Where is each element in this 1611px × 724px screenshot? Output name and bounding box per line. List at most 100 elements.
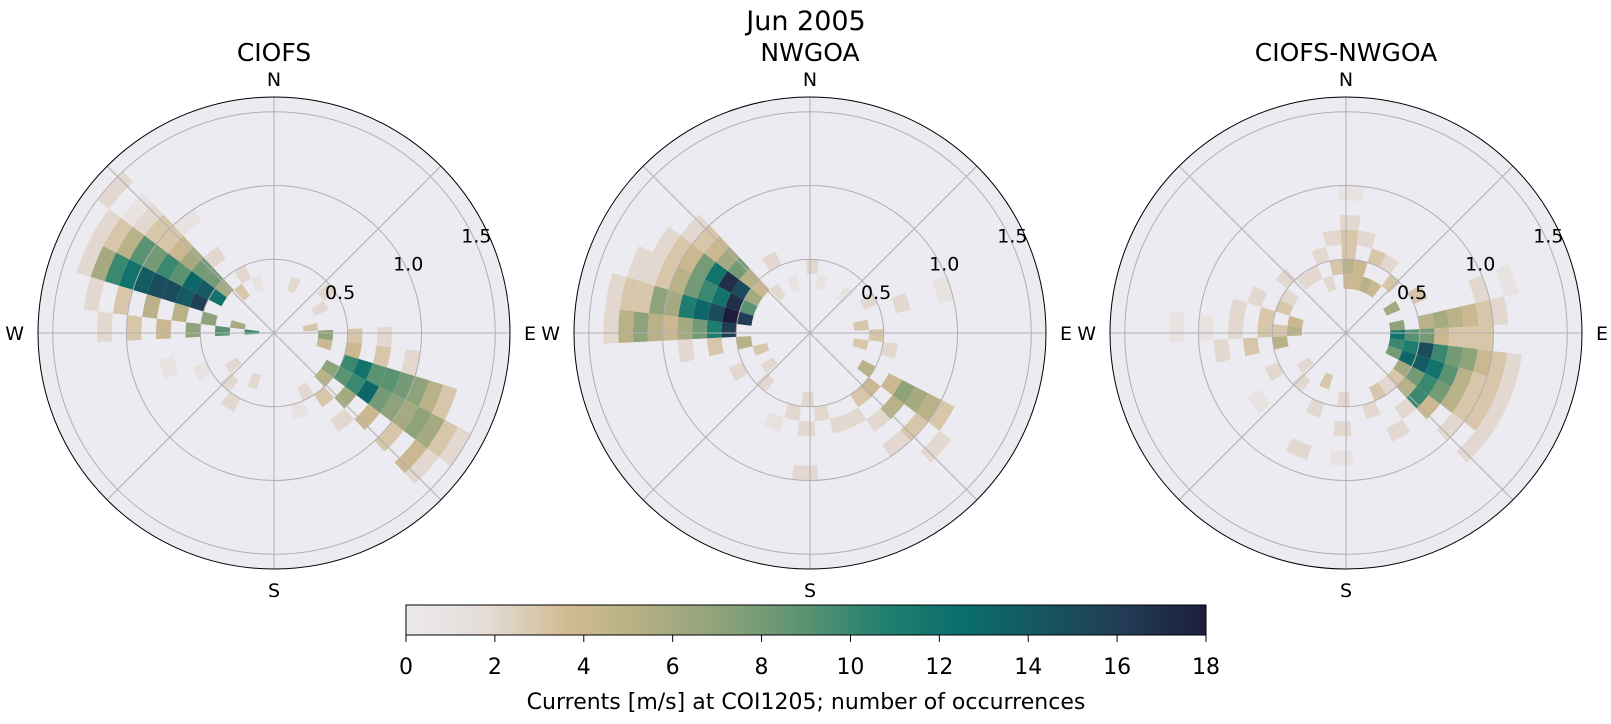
polar-cell: [311, 300, 329, 316]
polar-cell: [1369, 382, 1387, 401]
polar-cell: [677, 316, 693, 340]
polar-cell: [380, 393, 406, 422]
polar-cell: [853, 319, 869, 331]
polar-cell: [1383, 300, 1401, 316]
polar-cell: [736, 336, 753, 350]
colorbar-tick-label: 8: [755, 655, 769, 680]
polar-cell: [769, 283, 786, 301]
polar-cell: [379, 367, 401, 394]
polar-cell: [1275, 299, 1294, 316]
polar-cell: [692, 225, 720, 254]
polar-cell: [1398, 350, 1417, 367]
polar-cell: [374, 421, 404, 452]
angular-gridline: [1178, 332, 1347, 501]
polar-cell: [1489, 296, 1509, 326]
polar-cell: [1275, 268, 1296, 289]
polar-cell: [880, 395, 905, 420]
polar-cell: [891, 292, 911, 314]
polar-cell: [706, 337, 724, 357]
polar-cell: [1490, 380, 1516, 414]
polar-cell: [344, 373, 366, 396]
polar-cell: [763, 411, 785, 432]
polar-cell: [866, 408, 891, 432]
polar-cell: [1416, 395, 1441, 420]
angular-gridline: [642, 165, 811, 334]
polar-cell: [1385, 345, 1403, 360]
polar-cell: [801, 391, 814, 407]
polar-cell: [1402, 340, 1420, 355]
polar-cell: [1388, 338, 1405, 351]
polar-cell: [365, 363, 387, 387]
polar-cell: [707, 302, 726, 323]
polar-cell: [1389, 319, 1405, 331]
polar-cell: [1333, 420, 1352, 437]
colorbar-gradient: [405, 604, 1207, 636]
colorbar-ticks: 0 2 4 6 8 10 12 14 16 18: [399, 635, 1220, 680]
polar-cell: [332, 366, 353, 387]
polar-cell: [706, 320, 723, 339]
polar-cell: [314, 386, 335, 408]
polar-cell: [786, 275, 801, 293]
polar-cell: [224, 357, 242, 374]
polar-cell: [1495, 263, 1519, 297]
colorbar-tick-label: 2: [488, 655, 502, 680]
polar-cell: [1362, 400, 1381, 420]
polar-cell: [400, 349, 421, 377]
polar-cell: [344, 341, 362, 359]
polar-cell: [1247, 389, 1271, 414]
polar-cell: [233, 265, 251, 284]
polar-cell: [182, 270, 204, 293]
direction-label-n: N: [267, 69, 281, 91]
polar-cell: [1446, 306, 1464, 328]
polar-panels: CIOFS0.51.01.5NESWNWGOA0.51.01.5NESWCIOF…: [5, 38, 1608, 602]
polar-cell: [1329, 259, 1343, 276]
radial-tick-label: 1.0: [393, 254, 423, 276]
polar-cell: [1477, 376, 1502, 407]
direction-label-n: N: [1339, 69, 1353, 91]
angular-gridline: [273, 332, 442, 501]
polar-cell: [175, 286, 196, 308]
polar-cell: [1437, 363, 1459, 387]
polar-cell: [626, 245, 653, 282]
polar-cell: [118, 259, 143, 290]
polar-cell: [1417, 313, 1435, 330]
polar-cell: [647, 313, 664, 342]
polar-cell: [1272, 324, 1288, 337]
polar-cell: [97, 171, 134, 209]
polar-panel-3: CIOFS-NWGOA 0.5 1.0 1.5 N E S W: [1077, 38, 1608, 602]
polar-cell: [1428, 379, 1452, 405]
polar-cell: [1358, 276, 1373, 294]
polar-cell: [297, 382, 315, 401]
polar-cell: [431, 384, 458, 421]
polar-cell: [739, 299, 758, 316]
polar-cell: [1386, 419, 1411, 442]
polar-cell: [321, 359, 340, 378]
polar-cell: [90, 245, 117, 282]
polar-cell: [736, 311, 754, 326]
angular-gridline: [642, 332, 811, 501]
polar-cell: [290, 400, 309, 420]
polar-cell: [142, 244, 168, 273]
direction-label-e: E: [1596, 323, 1608, 345]
polar-cell: [1460, 303, 1479, 327]
polar-cell: [633, 311, 649, 343]
polar-cell: [1257, 322, 1273, 338]
polar-cell: [203, 268, 224, 289]
polar-cell: [1451, 367, 1473, 394]
polar-cell: [230, 320, 246, 330]
radial-tick-label: 1.5: [997, 225, 1027, 247]
polar-cell: [161, 279, 183, 303]
polar-cell: [168, 261, 192, 287]
polar-cell: [142, 294, 162, 319]
polar-cell: [129, 235, 157, 267]
polar-cell: [368, 386, 393, 413]
polar-cell: [195, 279, 216, 300]
polar-cell: [392, 371, 416, 400]
polar-frame: [1109, 96, 1583, 570]
polar-cell: [1448, 326, 1464, 348]
polar-panel-2: NWGOA 0.5 1.0 1.5 N E S W: [541, 38, 1072, 602]
polar-cell: [761, 251, 782, 272]
polar-cell: [892, 379, 916, 405]
direction-label-w: W: [5, 323, 24, 345]
polar-cell: [668, 266, 692, 295]
